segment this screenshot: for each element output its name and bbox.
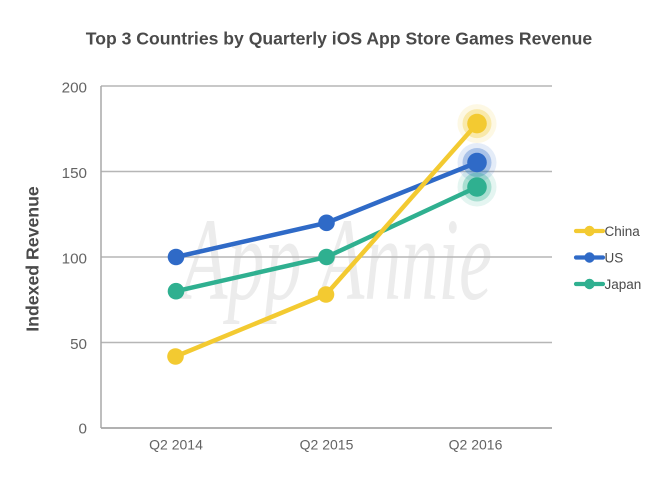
svg-text:150: 150 [62,165,87,182]
svg-text:Q2 2015: Q2 2015 [300,437,354,453]
svg-text:US: US [605,250,624,265]
svg-text:100: 100 [62,250,87,267]
svg-text:Q2 2014: Q2 2014 [149,437,203,453]
svg-text:China: China [605,224,641,239]
svg-text:Q2 2016: Q2 2016 [449,437,503,453]
svg-text:50: 50 [70,336,87,353]
svg-text:200: 200 [62,79,87,96]
svg-text:App Annie: App Annie [178,194,492,325]
svg-text:Japan: Japan [605,277,642,292]
svg-text:Top 3 Countries by Quarterly i: Top 3 Countries by Quarterly iOS App Sto… [86,29,593,49]
svg-text:Indexed Revenue: Indexed Revenue [23,186,43,332]
svg-text:0: 0 [79,420,87,437]
